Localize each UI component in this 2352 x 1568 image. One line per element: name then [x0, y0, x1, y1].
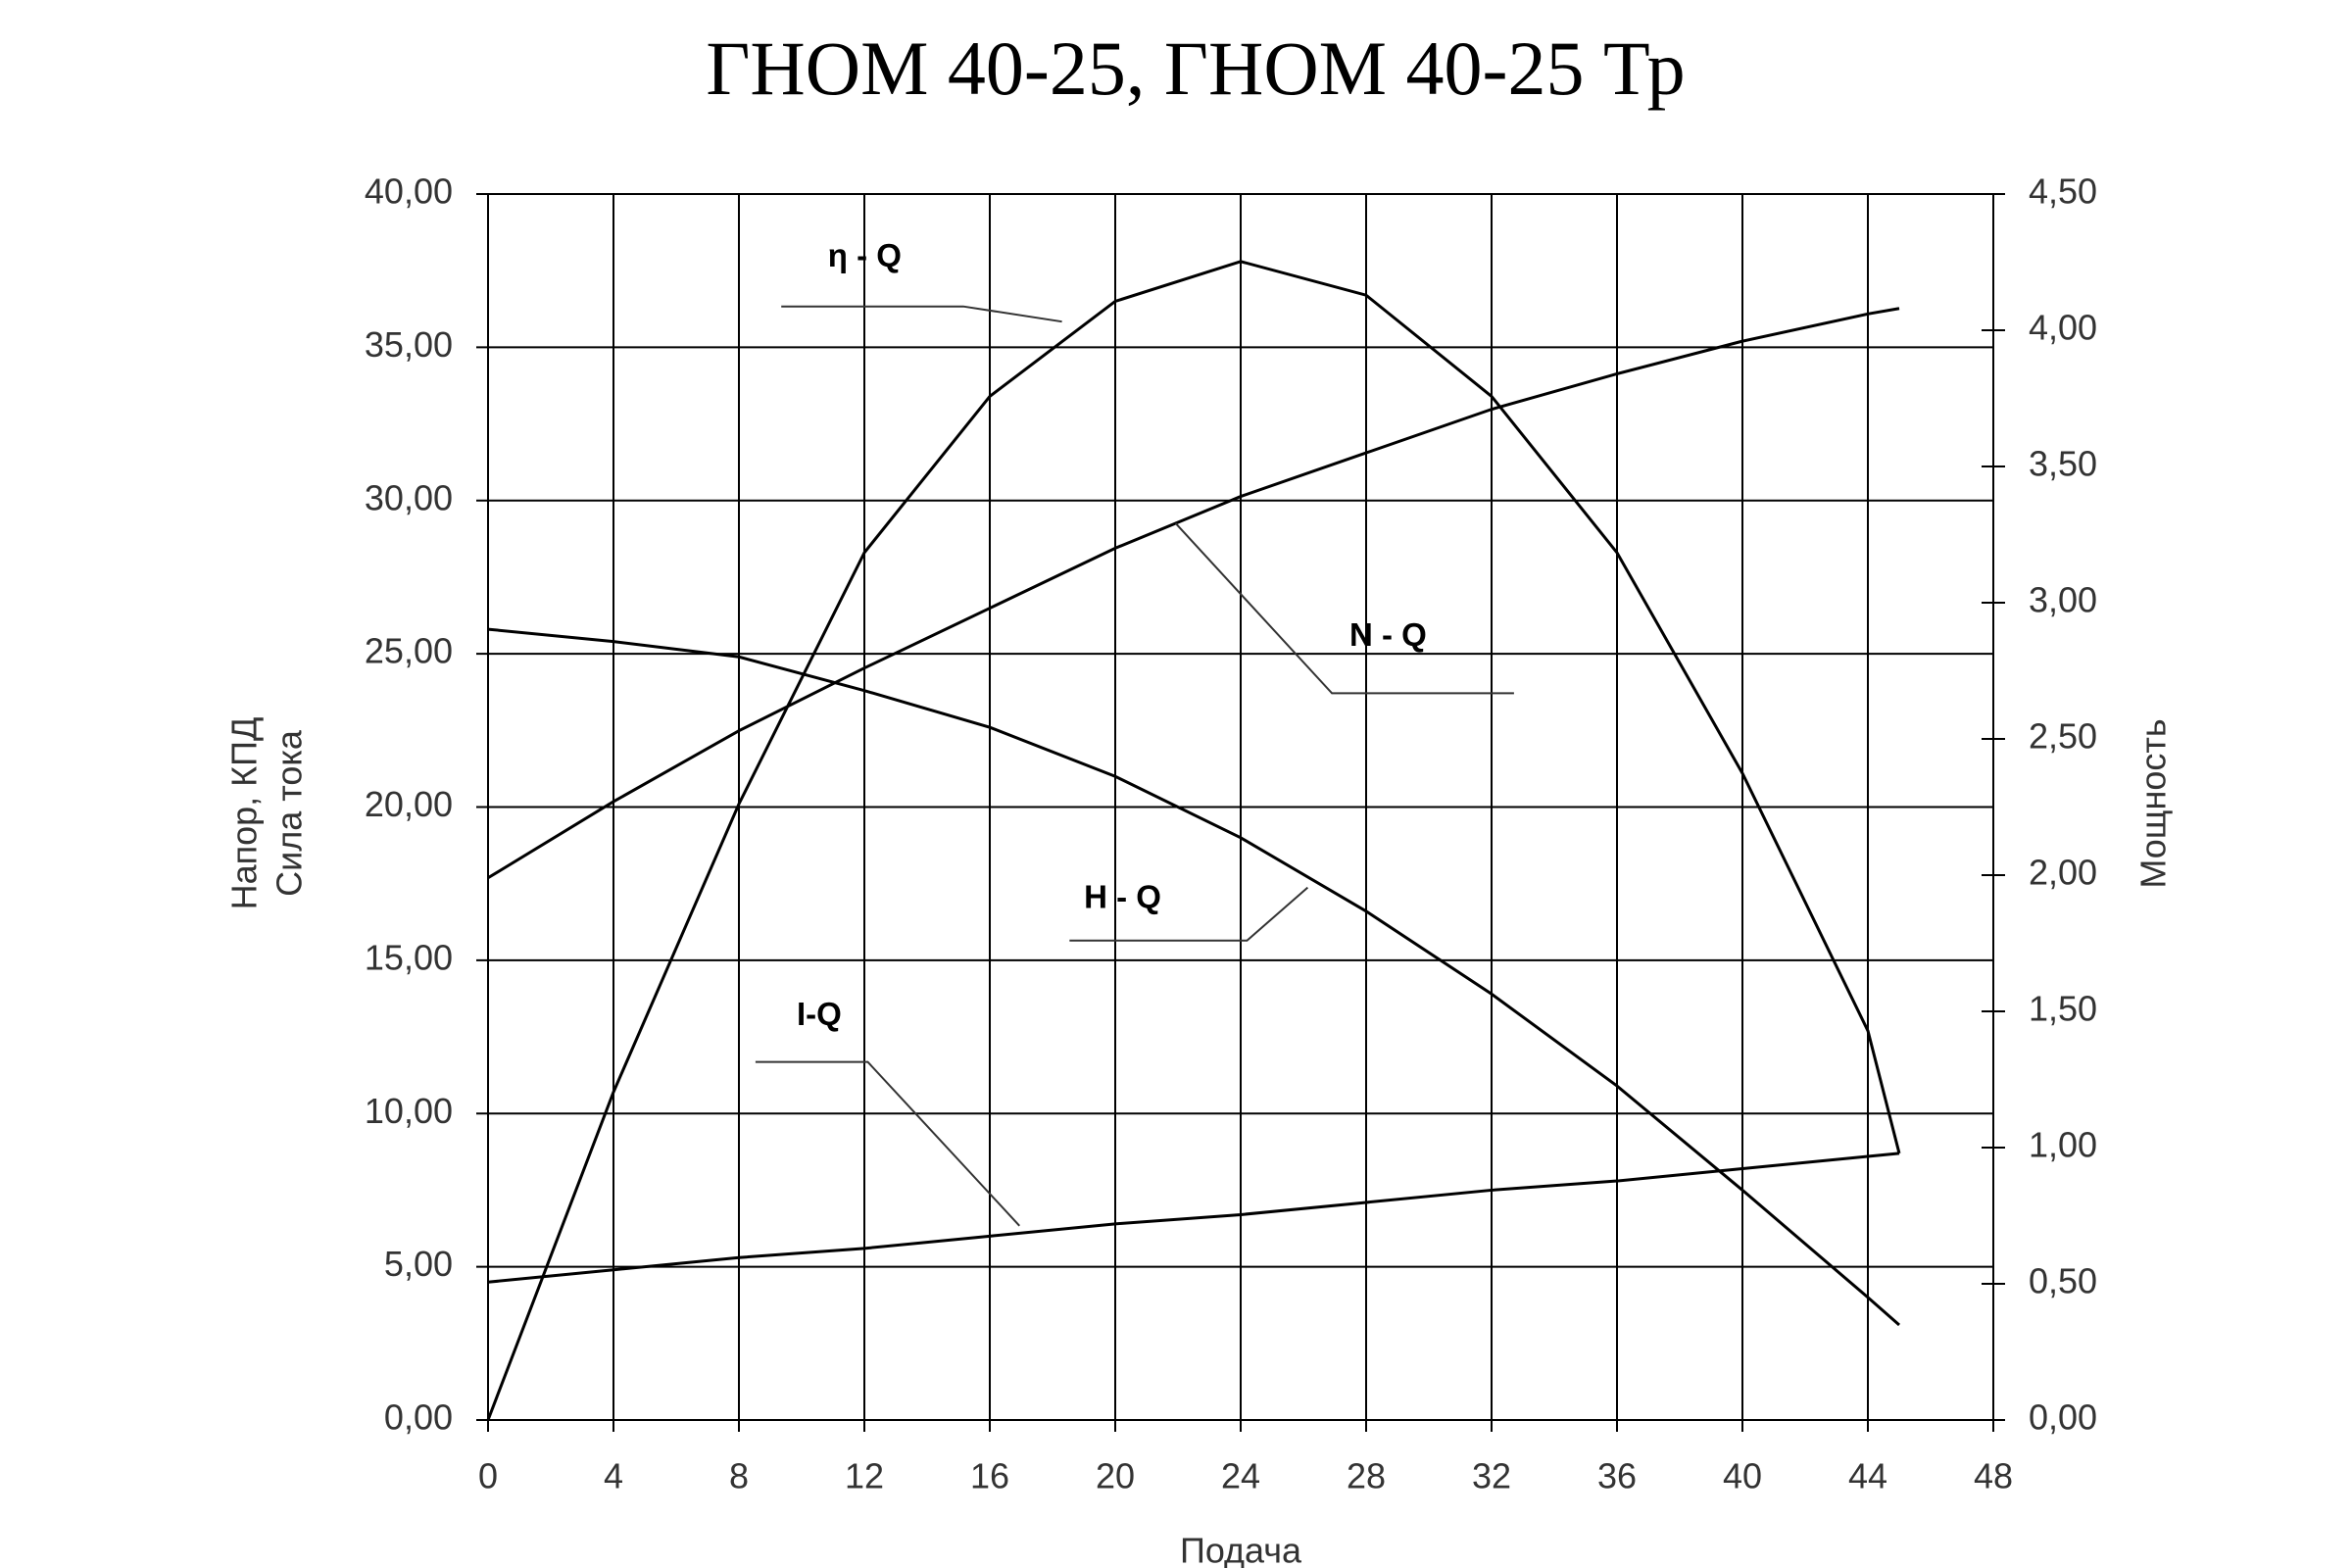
plot-frame	[487, 193, 1994, 1421]
series-label: N - Q	[1349, 616, 1427, 653]
y-axis-label: Сила тока	[270, 729, 310, 897]
chart-title: ГНОМ 40-25, ГНОМ 40-25 Тр	[706, 25, 1685, 111]
x-tick-label: 40	[1723, 1456, 1762, 1496]
x-axis-label: Подача	[1180, 1531, 1302, 1568]
y-axis-label: Напор, КПД	[224, 717, 265, 910]
y2-tick-label: 1,50	[2029, 989, 2097, 1029]
y-tick-label: 20,00	[365, 784, 453, 824]
series-label: H - Q	[1084, 879, 1161, 915]
x-tick-label: 28	[1347, 1456, 1386, 1496]
series-line	[487, 627, 1900, 1327]
y-tick-label: 35,00	[365, 324, 453, 365]
series-label: η - Q	[828, 237, 902, 273]
y-tick-label: 25,00	[365, 631, 453, 671]
x-tick-label: 36	[1597, 1456, 1637, 1496]
x-tick-label: 20	[1096, 1456, 1135, 1496]
y2-tick-label: 2,50	[2029, 716, 2097, 757]
y2-tick-label: 0,00	[2029, 1397, 2097, 1438]
y-tick-label: 30,00	[365, 477, 453, 517]
y-tick-label: 40,00	[365, 172, 453, 212]
x-tick-label: 48	[1974, 1456, 2013, 1496]
y2-tick-label: 3,00	[2029, 580, 2097, 620]
series-label: I-Q	[797, 996, 842, 1032]
leader-line	[755, 1060, 1020, 1227]
x-tick-label: 24	[1221, 1456, 1260, 1496]
series-line	[487, 1152, 1900, 1284]
x-tick-label: 32	[1472, 1456, 1511, 1496]
leader-line	[781, 305, 1062, 323]
y2-tick-label: 1,00	[2029, 1125, 2097, 1165]
y2-tick-label: 4,50	[2029, 172, 2097, 212]
x-tick-label: 8	[729, 1456, 749, 1496]
x-tick-label: 0	[478, 1456, 498, 1496]
y2-tick-label: 0,50	[2029, 1261, 2097, 1301]
y2-tick-label: 3,50	[2029, 444, 2097, 484]
y-tick-label: 15,00	[365, 937, 453, 977]
x-tick-label: 44	[1848, 1456, 1887, 1496]
x-tick-label: 16	[970, 1456, 1009, 1496]
y2-tick-label: 2,00	[2029, 853, 2097, 893]
x-tick-label: 12	[845, 1456, 884, 1496]
series-line	[486, 260, 1901, 1421]
series-line	[487, 307, 1900, 880]
y2-axis-label: Мощность	[2133, 718, 2174, 888]
y-tick-label: 5,00	[384, 1244, 453, 1284]
leader-line	[1069, 886, 1309, 942]
y-tick-label: 10,00	[365, 1091, 453, 1131]
y2-tick-label: 4,00	[2029, 308, 2097, 348]
x-tick-label: 4	[604, 1456, 623, 1496]
leader-line	[1174, 522, 1514, 695]
y-tick-label: 0,00	[384, 1397, 453, 1438]
